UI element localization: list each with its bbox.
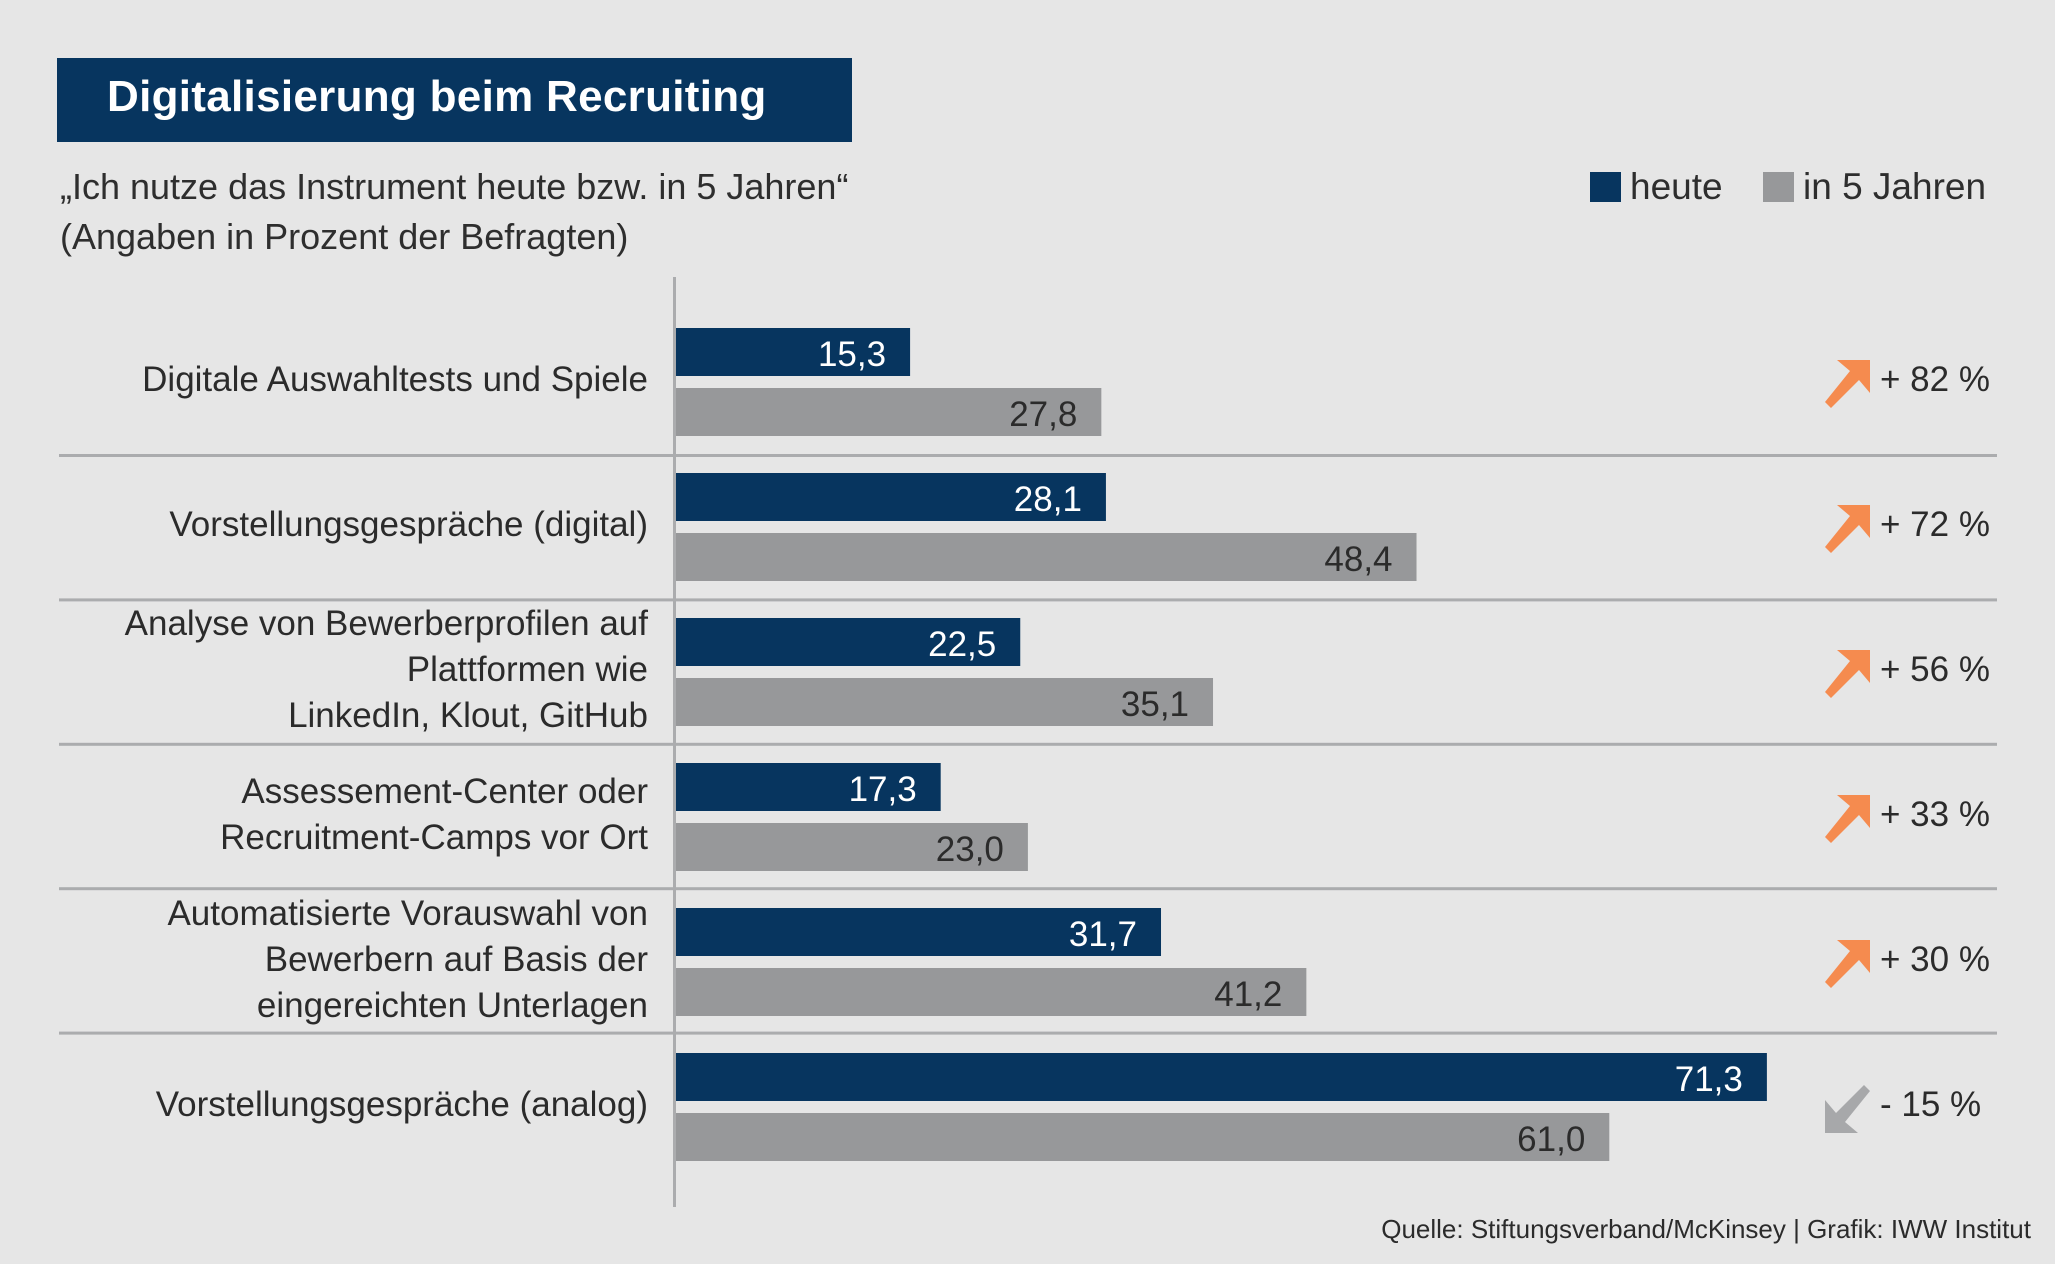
title-banner: Digitalisierung beim Recruiting: [57, 58, 852, 142]
bar-in-5-jahren: [676, 388, 1102, 436]
change-percentage: + 56 %: [1880, 650, 1990, 689]
bar-value-label: 17,3: [849, 770, 917, 809]
bar-value-label: 27,8: [1009, 395, 1077, 434]
bar-value-label: 31,7: [1069, 915, 1137, 954]
category-label-line: Automatisierte Vorauswahl von: [167, 894, 648, 933]
change-percentage: + 72 %: [1880, 505, 1990, 544]
bar-heute: [676, 618, 1021, 666]
bar-in-5-jahren: [676, 1113, 1610, 1161]
category-label-line: Bewerbern auf Basis der: [264, 940, 648, 979]
category-label-line: Analyse von Bewerberprofilen auf: [124, 604, 648, 643]
trend-up-arrow-icon: [1825, 360, 1870, 408]
trend-up-arrow-icon: [1825, 650, 1870, 698]
row-divider: [59, 598, 1997, 602]
category-label-line: Vorstellungsgespräche (analog): [155, 1085, 648, 1124]
bar-value-label: 48,4: [1324, 540, 1392, 579]
bar-in-5-jahren: [676, 678, 1214, 726]
bar-heute: [676, 473, 1106, 521]
bar-heute: [676, 328, 911, 376]
bar-in-5-jahren: [676, 533, 1417, 581]
legend-swatch-in-5-jahren: [1763, 172, 1794, 202]
category-label-line: eingereichten Unterlagen: [256, 986, 648, 1025]
source-note: Quelle: Stiftungsverband/McKinsey | Graf…: [1381, 1214, 2031, 1244]
category-label-line: Digitale Auswahltests und Spiele: [142, 360, 648, 399]
bar-in-5-jahren: [676, 968, 1307, 1016]
category-label: Analyse von Bewerberprofilen auf Plattfor…: [125, 601, 648, 739]
bar-value-label: 61,0: [1517, 1120, 1585, 1159]
change-percentage: + 30 %: [1880, 940, 1990, 979]
category-label-line: Plattformen wie: [406, 650, 648, 689]
category-label: Vorstellungsgespräche (digital): [169, 502, 648, 548]
trend-up-arrow-icon: [1825, 795, 1870, 843]
bar-value-label: 71,3: [1675, 1060, 1743, 1099]
bar-heute: [676, 763, 941, 811]
bar-value-label: 22,5: [928, 625, 996, 664]
legend-swatch-heute: [1590, 172, 1621, 202]
bar-heute: [676, 1053, 1767, 1101]
chart-title: Digitalisierung beim Recruiting: [107, 72, 767, 121]
legend-label-in-5-jahren: in 5 Jahren: [1803, 166, 1987, 207]
change-percentage: - 15 %: [1880, 1085, 1982, 1124]
category-label-line: Recruitment-Camps vor Ort: [220, 818, 648, 857]
bar-value-label: 15,3: [818, 335, 886, 374]
chart-unit-note: (Angaben in Prozent der Befragten): [60, 216, 629, 257]
change-percentage: + 33 %: [1880, 795, 1990, 834]
change-percentage: + 82 %: [1880, 360, 1990, 399]
row-divider: [59, 1031, 1997, 1035]
y-axis-line: [673, 277, 676, 1207]
bar-value-label: 28,1: [1014, 480, 1082, 519]
bar-value-label: 41,2: [1214, 975, 1282, 1014]
category-label: Digitale Auswahltests und Spiele: [142, 357, 648, 403]
bar-value-label: 35,1: [1121, 685, 1189, 724]
category-label-line: Assessement-Center oder: [241, 772, 648, 811]
category-label: Vorstellungsgespräche (analog): [156, 1082, 648, 1128]
chart-subtitle: „Ich nutze das Instrument heute bzw. in …: [60, 166, 849, 207]
trend-up-arrow-icon: [1825, 505, 1870, 553]
legend: heute in 5 Jahren: [0, 166, 2055, 207]
category-label-line: Vorstellungsgespräche (digital): [169, 505, 648, 544]
trend-down-arrow-icon: [1825, 1085, 1870, 1133]
category-label-line: LinkedIn, Klout, GitHub: [288, 696, 648, 735]
category-label: Assessement-Center oder Recruitment-Camps…: [220, 769, 648, 861]
legend-label-heute: heute: [1630, 166, 1723, 207]
trend-up-arrow-icon: [1825, 940, 1870, 988]
row-divider: [59, 742, 1997, 746]
category-label: Automatisierte Vorauswahl von Bewerbern a…: [167, 891, 648, 1029]
row-divider: [59, 454, 1997, 457]
row-divider: [59, 887, 1997, 891]
bar-heute: [676, 908, 1162, 956]
bar-value-label: 23,0: [936, 830, 1004, 869]
bar-in-5-jahren: [676, 823, 1028, 871]
